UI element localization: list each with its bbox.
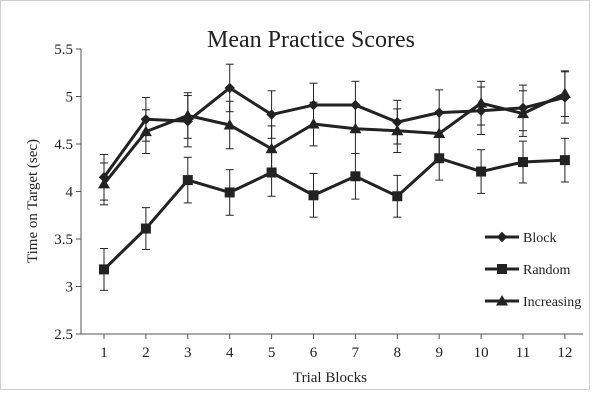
increasing-data-point (558, 87, 571, 99)
increasing-data-point (98, 177, 110, 189)
increasing-data-point (517, 107, 529, 119)
increasing-series-line (102, 92, 566, 185)
random-data-point (99, 264, 109, 275)
block-data-point (140, 114, 152, 125)
increasing-data-point (433, 127, 446, 139)
legend-item-block: Block (485, 231, 556, 246)
increasing-data-point (223, 119, 236, 130)
x-tick-label: 10 (474, 345, 489, 361)
chart-title: Mean Practice Scores (207, 27, 415, 53)
x-tick-label: 7 (352, 345, 360, 361)
increasing-data-point (181, 109, 194, 120)
y-tick-label: 3 (66, 280, 74, 296)
random-data-point (350, 171, 361, 182)
y-tick-label: 5 (66, 90, 74, 106)
data-markers (98, 82, 571, 275)
block-data-point (266, 109, 277, 120)
block-data-point (392, 116, 403, 128)
increasing-data-point (475, 97, 488, 108)
block-data-point (475, 105, 487, 116)
block-data-point (434, 107, 445, 118)
series-lines (102, 86, 566, 271)
axes: 2.533.544.555.51 2 3 4 5 6 7 8 9 10 11 12 (54, 42, 583, 361)
error-bars (100, 63, 569, 291)
legend: Block Random Increasing (485, 231, 581, 310)
random-data-point (266, 167, 277, 178)
legend-block-marker (496, 231, 508, 243)
increasing-data-point (265, 142, 278, 154)
random-data-point (140, 223, 151, 234)
y-tick-label: 2.5 (54, 327, 73, 343)
random-data-point (392, 191, 403, 202)
x-tick-label: 9 (435, 345, 443, 361)
random-data-point (182, 175, 193, 186)
increasing-data-point (307, 118, 320, 129)
x-tick-label: 11 (516, 345, 530, 361)
legend-item-increasing: Increasing (485, 295, 581, 310)
x-tick-label: 8 (394, 345, 402, 361)
y-tick-label: 5.5 (54, 42, 73, 58)
random-data-point (476, 166, 487, 177)
block-data-point (224, 82, 235, 94)
legend-increasing-label: Increasing (523, 295, 581, 310)
y-tick-label: 3.5 (54, 232, 73, 248)
random-data-point (434, 153, 445, 164)
legend-random-marker (497, 264, 507, 274)
block-series-line (102, 86, 566, 179)
increasing-data-point (139, 125, 152, 137)
x-tick-label: 5 (268, 345, 276, 361)
legend-item-random: Random (485, 263, 571, 278)
random-data-point (518, 157, 528, 168)
x-tick-label: 3 (184, 345, 192, 361)
x-tick-label: 1 (100, 345, 108, 361)
legend-block-label: Block (523, 231, 556, 246)
random-data-point (559, 155, 570, 166)
y-tick-label: 4 (66, 185, 74, 201)
x-axis-label: Trial Blocks (293, 370, 367, 386)
x-tick-label: 6 (310, 345, 318, 361)
random-data-point (224, 187, 235, 198)
increasing-data-point (391, 124, 404, 136)
random-series-line (102, 156, 565, 271)
x-tick-label: 12 (557, 345, 572, 361)
y-axis-label: Time on Target (sec) (25, 139, 41, 263)
x-tick-label: 4 (226, 345, 234, 361)
block-data-point (350, 99, 361, 111)
block-data-point (308, 99, 319, 111)
increasing-data-point (349, 122, 362, 134)
block-data-point (98, 172, 110, 183)
x-tick-label: 2 (142, 345, 150, 361)
legend-random-label: Random (523, 263, 571, 278)
legend-increasing-marker (496, 295, 508, 306)
random-data-point (308, 190, 319, 201)
y-tick-label: 4.5 (54, 137, 73, 153)
